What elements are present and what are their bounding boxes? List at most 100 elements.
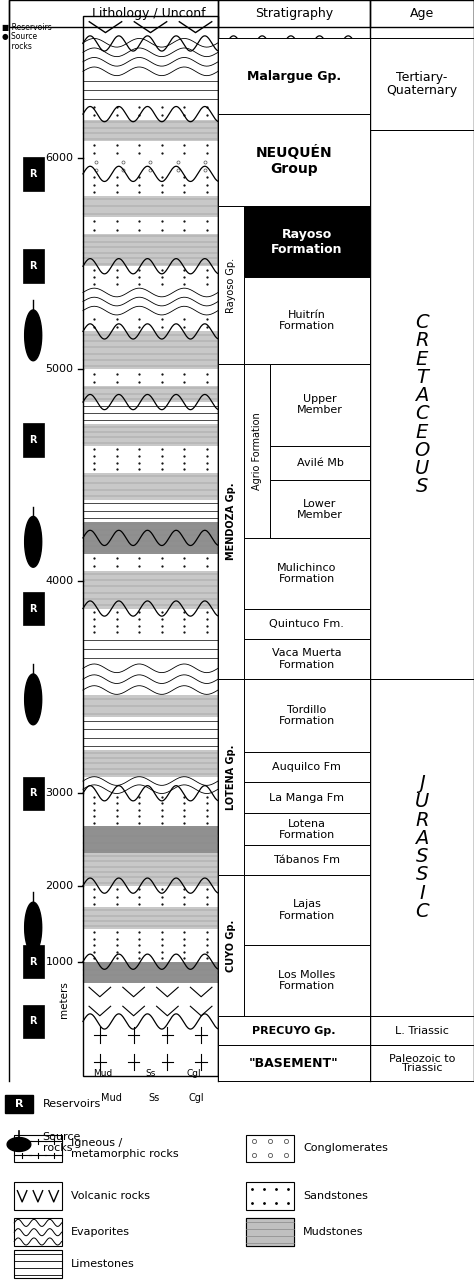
Bar [14,1250,62,1278]
Polygon shape [25,310,42,361]
Bar [244,639,370,679]
Text: R: R [29,603,37,613]
Text: Limestones: Limestones [71,1259,135,1269]
Bar [244,813,370,845]
Bar [83,608,218,635]
Bar [83,635,218,662]
Text: Source
rocks: Source rocks [43,1132,81,1154]
Text: Ss: Ss [148,1093,160,1102]
Text: J
U
R
A
S
S
I
C: J U R A S S I C [415,774,429,921]
Text: Mudstones: Mudstones [303,1227,364,1237]
Bar [83,445,218,473]
Bar [83,522,218,538]
Bar [83,288,218,315]
Bar [244,845,370,874]
Bar [83,76,218,103]
Bar [218,679,244,874]
Text: PRECUYO Gp.: PRECUYO Gp. [252,1026,336,1035]
Text: Rayoso Gp.: Rayoso Gp. [226,257,236,312]
Text: Tábanos Fm: Tábanos Fm [274,855,340,865]
Bar [83,928,218,962]
Bar [218,1016,370,1046]
Bar [83,473,218,500]
Text: R: R [29,957,37,967]
Bar [244,874,370,945]
Bar [83,120,218,141]
Bar [83,826,218,853]
Text: Avilé Mb: Avilé Mb [297,458,343,468]
Text: MENDOZA Gp.: MENDOZA Gp. [226,482,236,561]
Bar [83,17,218,1076]
Bar [244,782,370,813]
Bar [83,39,218,76]
Bar [23,592,44,625]
Bar [244,207,370,276]
Bar [370,1016,474,1046]
Text: Mulichinco
Formation: Mulichinco Formation [277,562,337,584]
Bar [83,315,218,332]
Bar [83,174,218,195]
Bar [370,679,474,1016]
Bar [218,1046,370,1082]
Bar [83,750,218,777]
Text: Age: Age [410,8,434,21]
Bar [14,1218,62,1246]
Text: Malargue Gp.: Malargue Gp. [247,69,341,82]
Bar [83,158,218,174]
Text: R: R [29,261,37,271]
Bar [244,276,370,364]
Polygon shape [25,674,42,725]
Text: Conglomerates: Conglomerates [303,1143,388,1154]
Text: Tertiary-
Quaternary: Tertiary- Quaternary [386,72,457,96]
Text: 6000: 6000 [46,153,73,162]
Bar [83,571,218,608]
Polygon shape [7,1138,31,1151]
Bar [5,1094,33,1112]
Bar [9,0,474,27]
Bar [83,17,218,39]
Text: Volcanic rocks: Volcanic rocks [71,1191,150,1201]
Bar [23,249,44,283]
Bar [246,1218,294,1246]
Text: Cgl: Cgl [186,1069,201,1078]
Text: 3000: 3000 [46,788,73,799]
Text: "BASEMENT": "BASEMENT" [249,1057,339,1070]
Bar [246,1182,294,1210]
Text: Vaca Muerta
Formation: Vaca Muerta Formation [272,648,342,670]
Text: meters: meters [59,981,69,1019]
Text: Los Molles
Formation: Los Molles Formation [278,970,336,992]
Bar [23,945,44,979]
Bar [23,777,44,810]
Bar [83,984,218,1021]
Bar [83,793,218,826]
Bar [83,424,218,445]
Bar [244,538,370,608]
Text: 5000: 5000 [46,364,73,374]
Text: Quintuco Fm.: Quintuco Fm. [270,619,344,629]
Text: C
R
E
T
A
C
E
O
U
S: C R E T A C E O U S [414,314,429,496]
Bar [83,403,218,424]
Bar [83,886,218,908]
Text: Lower
Member: Lower Member [297,499,343,520]
Bar [270,445,370,480]
Text: Mud: Mud [93,1069,113,1078]
Bar [370,1046,474,1082]
Bar [218,39,370,114]
Bar [83,386,218,403]
Text: Paleozoic to
Triassic: Paleozoic to Triassic [389,1053,455,1073]
Bar [83,696,218,718]
Text: R: R [29,168,37,179]
Text: Igneous /
metamorphic rocks: Igneous / metamorphic rocks [71,1138,179,1159]
Text: ■ Reservoirs: ■ Reservoirs [2,23,52,32]
Text: 2000: 2000 [46,881,73,891]
Bar [244,608,370,639]
Bar [14,1182,62,1210]
Bar [23,157,44,190]
Text: Lajas
Formation: Lajas Formation [279,899,335,921]
Text: Mud: Mud [101,1093,122,1102]
Text: ● Source
    rocks: ● Source rocks [2,32,37,51]
Bar [370,39,474,130]
Text: Agrio Formation: Agrio Formation [252,412,262,490]
Text: Reservoirs: Reservoirs [43,1098,101,1109]
Bar [83,662,218,696]
